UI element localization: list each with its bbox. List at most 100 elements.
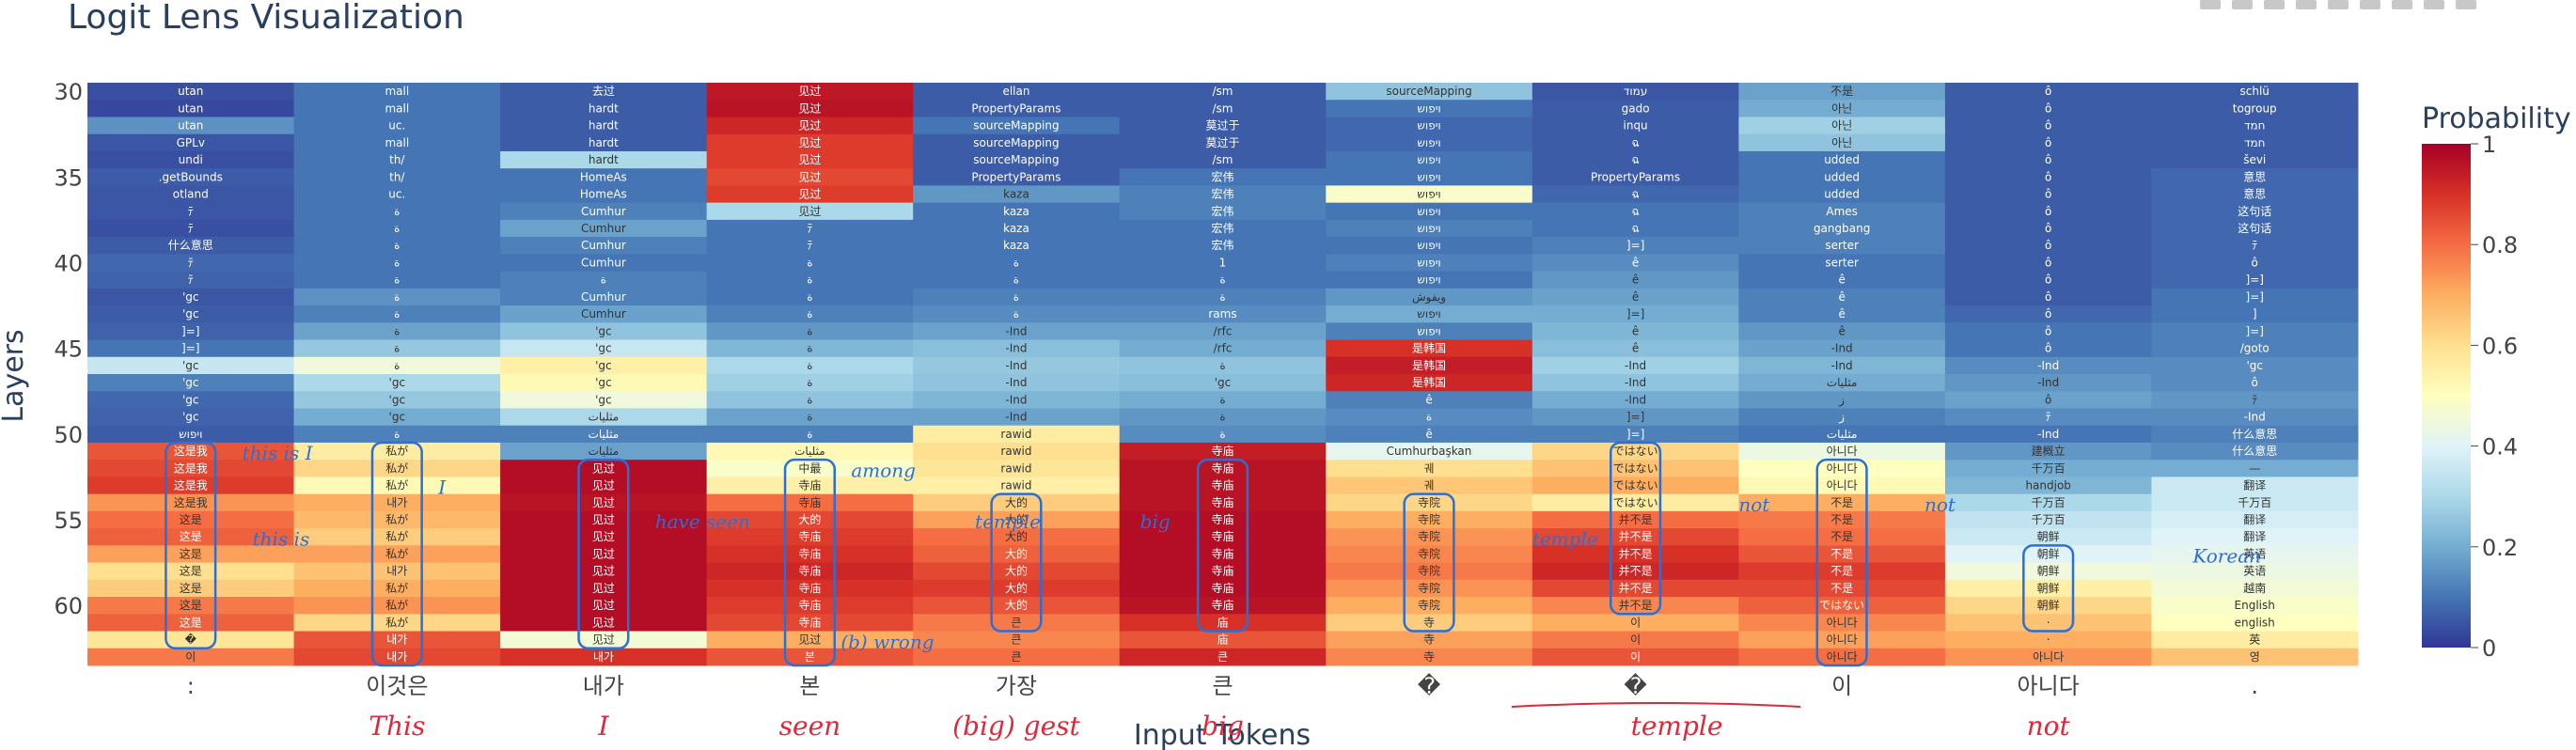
- cell-label: ô: [2045, 102, 2051, 115]
- heatmap-cell: [1119, 579, 1327, 598]
- cell-label: 寺: [1423, 616, 1435, 629]
- y-tick-label: 60: [54, 593, 83, 619]
- cell-label: -Ind: [1005, 393, 1027, 406]
- heatmap-cell: [293, 271, 501, 289]
- heatmap-cell: [1119, 271, 1327, 289]
- autoscale-icon[interactable]: [2424, 0, 2444, 9]
- cell-label: ô: [2045, 393, 2051, 406]
- cell-label: 并不是: [1619, 599, 1653, 612]
- heatmap-cell: [2151, 254, 2359, 273]
- heatmap-cell: [87, 117, 295, 135]
- cell-label: ﾃ: [2252, 393, 2257, 406]
- cell-label: ·: [2047, 633, 2050, 647]
- cell-label: utan: [178, 85, 203, 98]
- heatmap-cell: [1326, 117, 1533, 135]
- heatmap-cell: [500, 510, 708, 529]
- lasso-icon[interactable]: [2328, 0, 2348, 9]
- cell-label: 意思: [2243, 187, 2266, 201]
- zoom-in-icon[interactable]: [2360, 0, 2380, 9]
- modebar[interactable]: [2200, 0, 2476, 9]
- heatmap-cell: [1944, 648, 2152, 666]
- cell-label: 并不是: [1619, 582, 1653, 595]
- red-annotation: temple: [1631, 711, 1723, 742]
- heatmap-cell: [1531, 614, 1739, 633]
- cell-label: ﾃ: [188, 273, 194, 287]
- heatmap-cell: [1119, 477, 1327, 495]
- heatmap-cell: [87, 425, 295, 444]
- heatmap-cell: [1738, 631, 1946, 649]
- heatmap-cell: [1944, 528, 2152, 546]
- heatmap-cell: [706, 579, 914, 598]
- zoom-out-icon[interactable]: [2392, 0, 2412, 9]
- heatmap-cell: [706, 150, 914, 169]
- pan-icon[interactable]: [2264, 0, 2285, 9]
- heatmap-cell: [1531, 510, 1739, 529]
- cell-label: GPLv: [177, 136, 205, 149]
- blue-circle-annotation: [783, 458, 837, 667]
- heatmap-cell: [1944, 442, 2152, 461]
- cell-label: 'gc: [182, 359, 199, 372]
- cell-label: 见过: [798, 170, 821, 183]
- cell-label: ô: [2045, 290, 2051, 304]
- cell-label: ]=]: [181, 324, 199, 337]
- cell-label: 私が: [385, 444, 408, 458]
- heatmap-cell: [87, 648, 295, 666]
- blue-circle-annotation: [1609, 441, 1662, 616]
- heatmap-cell: [87, 391, 295, 409]
- heatmap-cell: [293, 528, 501, 546]
- cell-label: 寺: [1423, 633, 1435, 647]
- reset-icon[interactable]: [2456, 0, 2476, 9]
- red-annotation: This: [369, 711, 425, 742]
- cell-label: ではない: [1613, 496, 1658, 509]
- box-select-icon[interactable]: [2296, 0, 2317, 9]
- heatmap-cell: [706, 339, 914, 358]
- cell-label: 큰: [1011, 650, 1021, 664]
- heatmap-cell: [1119, 288, 1327, 306]
- heatmap-cell: [500, 83, 708, 101]
- cell-label: -Ind: [2037, 359, 2059, 372]
- camera-icon[interactable]: [2200, 0, 2221, 9]
- cell-label: ô: [2045, 256, 2051, 269]
- heatmap-cell: [1326, 133, 1533, 152]
- cell-label: ة: [1013, 290, 1019, 304]
- cell-label: 寺院: [1418, 496, 1440, 509]
- cell-label: 寺庙: [1211, 582, 1233, 595]
- cell-label: ではない: [1613, 479, 1658, 492]
- blue-circle-annotation: [1403, 492, 1455, 633]
- cell-label: 见过: [592, 461, 615, 475]
- heatmap-cell: [1531, 237, 1739, 255]
- heatmap-cell: [913, 614, 1121, 633]
- cell-label: ة: [1219, 290, 1225, 304]
- cell-label: 见过: [592, 547, 615, 560]
- heatmap-cell: [500, 100, 708, 117]
- heatmap-cell: [1944, 219, 2152, 238]
- cell-label: -Ind: [1005, 376, 1027, 389]
- heatmap-cell: [1119, 100, 1327, 117]
- heatmap-cell: [2151, 288, 2359, 306]
- heatmap-cell: [2151, 150, 2359, 169]
- heatmap-cell: [1738, 237, 1946, 255]
- heatmap-cell: [1531, 579, 1739, 598]
- cell-label: -Ind: [1005, 411, 1027, 424]
- cell-label: �: [185, 633, 197, 647]
- cell-label: 这是: [180, 512, 202, 526]
- cell-label: 不是: [1830, 496, 1853, 509]
- zoom-icon[interactable]: [2232, 0, 2253, 9]
- y-tick-label: 40: [54, 250, 83, 276]
- heatmap-cell: [1738, 374, 1946, 392]
- cell-label: -Ind: [1005, 359, 1027, 372]
- heatmap-cell: [706, 168, 914, 186]
- cell-label: مثليات: [1827, 376, 1858, 389]
- heatmap-cell: [1531, 83, 1739, 101]
- heatmap-cell: [293, 219, 501, 238]
- cell-label: 私が: [385, 529, 408, 543]
- heatmap-cell: [1119, 493, 1327, 512]
- heatmap-cell: [1326, 528, 1533, 546]
- cell-label: ויפוש: [1417, 119, 1440, 133]
- heatmap-cell: [1531, 100, 1739, 117]
- blue-circle-annotation: [1815, 458, 1868, 667]
- cell-label: udded: [1824, 153, 1860, 166]
- cell-label: 这是: [180, 581, 202, 595]
- heatmap-cell: [1326, 168, 1533, 186]
- cell-label: 寺庙: [798, 565, 821, 578]
